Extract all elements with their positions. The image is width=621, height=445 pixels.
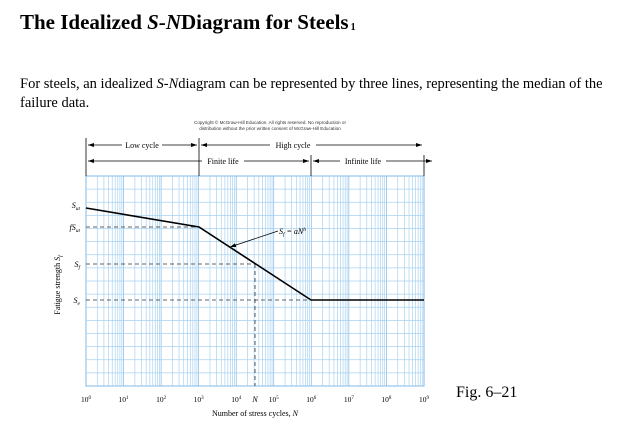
x-tick-label: 104: [231, 395, 242, 404]
finite-life-label: Finite life: [207, 157, 239, 166]
x-tick-label: 105: [269, 395, 280, 404]
y-axis-label: Fatigue strength Sf: [53, 254, 64, 315]
figure-caption: Fig. 6–21: [456, 384, 518, 401]
x-tick-label: 108: [381, 395, 392, 404]
high-cycle-label: High cycle: [276, 141, 311, 150]
sn-curve: [85, 207, 424, 301]
label-sut: Sut: [72, 201, 81, 212]
copyright-notice: Copyright © McGraw-Hill Education. All r…: [194, 120, 346, 131]
intro-paragraph: For steels, an idealized S-Ndiagram can …: [20, 76, 603, 111]
page-title: The Idealized S-NDiagram for Steels 1: [20, 10, 356, 34]
label-sf: Sf: [74, 260, 81, 271]
grid-lines: [85, 176, 424, 386]
x-tick-label: 102: [156, 395, 167, 404]
x-axis-label: Number of stress cycles, N: [212, 409, 299, 418]
footnote-marker: 1: [350, 22, 356, 33]
infinite-life-label: Infinite life: [345, 157, 382, 166]
x-tick-label: 109: [419, 395, 430, 404]
equation-leader: [229, 230, 279, 248]
x-tick-label: 106: [306, 395, 317, 404]
label-fsut: fSut: [69, 223, 80, 234]
n-marker: N: [251, 395, 258, 404]
x-tick-label: 101: [119, 395, 130, 404]
x-tick-labels: 100 101 102 103 104 105 106 107 108 109: [81, 395, 429, 404]
x-tick-label: 107: [344, 395, 355, 404]
label-se: Se: [74, 296, 81, 307]
x-tick-label: 100: [81, 395, 92, 404]
x-tick-label: 103: [194, 395, 205, 404]
low-cycle-label: Low cycle: [125, 141, 159, 150]
equation-label: Sf = aNb: [279, 227, 306, 238]
